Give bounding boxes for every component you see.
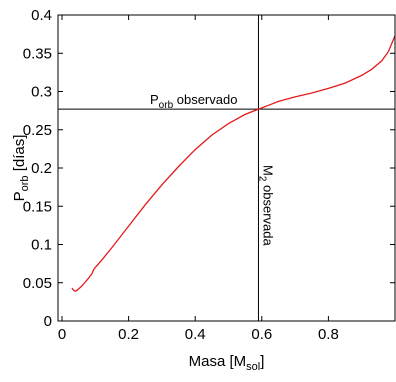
- x-tick-label: 0.8: [318, 326, 339, 343]
- y-tick-label: 0.35: [23, 45, 52, 62]
- series-layer: [71, 35, 396, 292]
- observed-mass-label: M2 observada: [256, 165, 275, 246]
- observed-period-label: Porb observado: [150, 92, 237, 111]
- y-tick-label: 0: [44, 313, 52, 330]
- y-tick-label: 0.4: [31, 7, 52, 24]
- x-tick-label: 0: [58, 326, 66, 343]
- y-tick-label: 0.2: [31, 160, 52, 177]
- y-tick-label: 0.3: [31, 84, 52, 101]
- ticks-layer: 0 0.2 0.4 0.6 0.8 0 0.05 0.1 0.15 0.2 0.25 0.3 0.35 0…: [23, 7, 396, 343]
- y-tick-label: 0.05: [23, 275, 52, 292]
- reference-lines-layer: Porb observado M2 observada: [58, 15, 395, 321]
- y-tick-label: 0.25: [23, 122, 52, 139]
- x-tick-label: 0.6: [251, 326, 272, 343]
- data-series-line: [71, 35, 396, 292]
- y-tick-label: 0.15: [23, 198, 52, 215]
- x-tick-label: 0.4: [185, 326, 206, 343]
- labels-layer: Masa [Msol] Porb [días]: [11, 135, 264, 373]
- x-axis-label: Masa [Msol]: [189, 353, 265, 373]
- x-tick-label: 0.2: [118, 326, 139, 343]
- y-axis-label: Porb [días]: [11, 135, 31, 202]
- y-tick-label: 0.1: [31, 237, 52, 254]
- plot-frame: [57, 14, 396, 322]
